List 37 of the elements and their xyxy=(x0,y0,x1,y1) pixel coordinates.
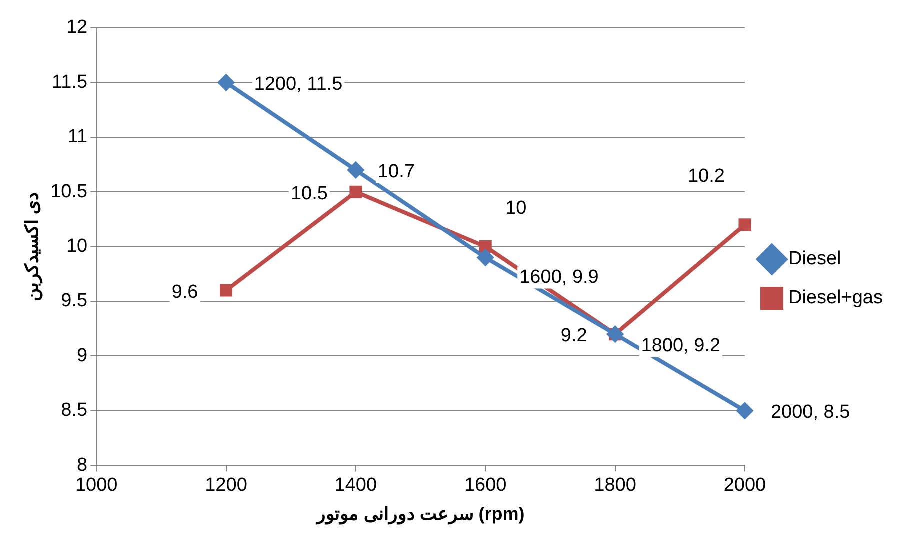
point xyxy=(479,240,492,254)
x-tick-label: 1400 xyxy=(334,475,378,496)
legend-label: Diesel xyxy=(788,248,842,270)
x-tick-label: 1600 xyxy=(464,475,507,496)
data-label: 10.7 xyxy=(378,161,415,182)
point xyxy=(348,162,364,178)
point xyxy=(736,402,753,419)
data-label: 1800, 9.2 xyxy=(641,336,721,357)
data-label: 10 xyxy=(506,198,527,220)
y-tick-label: 8.5 xyxy=(61,400,88,422)
point xyxy=(738,218,752,232)
x-tick-label: 2000 xyxy=(724,475,766,496)
legend-label: Diesel+gas xyxy=(788,288,884,309)
x-tick-label: 1200 xyxy=(205,475,248,496)
y-tick-label: 9.5 xyxy=(61,290,88,312)
y-tick-label: 9 xyxy=(77,345,88,366)
data-label: 1200, 11.5 xyxy=(254,74,343,95)
y-axis-title: دی اکسیدکربن xyxy=(22,192,43,302)
point xyxy=(220,284,232,297)
x-axis-title: سرعت دورانی موتور (rpm) xyxy=(314,504,525,526)
x-tick-label: 1800 xyxy=(594,475,636,496)
point xyxy=(350,186,362,198)
point xyxy=(478,250,494,266)
y-tick-label: 10 xyxy=(66,236,88,258)
data-label: 9.6 xyxy=(172,282,198,303)
data-label: 2000, 8.5 xyxy=(770,402,850,424)
y-tick-label: 10.5 xyxy=(50,181,88,202)
y-tick-label: 11.5 xyxy=(52,72,88,93)
y-tick-label: 12 xyxy=(66,17,88,38)
data-label: 10.2 xyxy=(688,166,725,188)
y-tick-label: 11 xyxy=(68,126,88,148)
x-tick-label: 1000 xyxy=(75,475,118,496)
y-tick-label: 8 xyxy=(77,454,88,476)
data-label: 10.5 xyxy=(290,183,328,204)
data-label: 9.2 xyxy=(560,326,588,347)
data-label: 1600, 9.9 xyxy=(520,266,599,288)
point xyxy=(218,74,234,91)
